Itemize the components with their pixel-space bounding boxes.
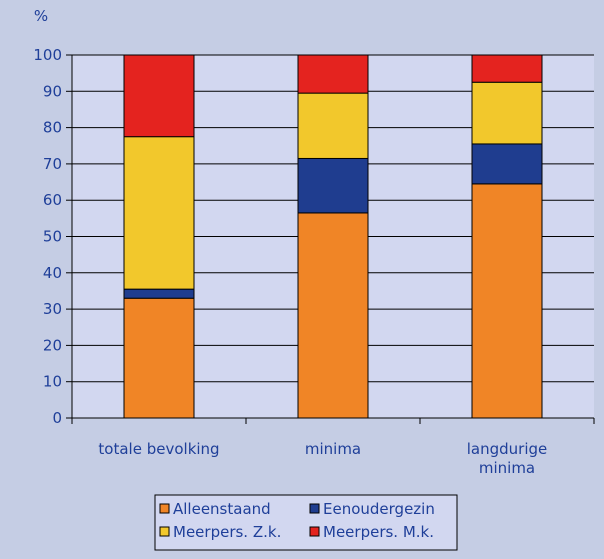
y-tick-label: 80 bbox=[43, 119, 62, 137]
bar-segment bbox=[123, 297, 195, 419]
bar-segment bbox=[297, 157, 369, 214]
y-axis-unit-label: % bbox=[34, 7, 48, 25]
x-tick-label: totale bevolking bbox=[98, 440, 219, 458]
y-tick-label: 60 bbox=[43, 191, 62, 209]
legend-swatch bbox=[159, 503, 170, 514]
legend-label: Alleenstaand bbox=[173, 500, 271, 518]
bar-segment bbox=[471, 183, 543, 419]
bar-segment bbox=[297, 92, 369, 159]
y-tick-label: 90 bbox=[43, 82, 62, 100]
y-tick-label: 20 bbox=[43, 336, 62, 354]
y-tick-label: 100 bbox=[33, 46, 62, 64]
axes: 0 10 20 30 40 50 60 70 80 90 100 totale bevolking mi… bbox=[33, 46, 595, 477]
bars bbox=[123, 54, 543, 419]
y-tick-label: 0 bbox=[52, 409, 62, 427]
legend-label: Meerpers. M.k. bbox=[323, 523, 434, 541]
legend: Alleenstaand Eenoudergezin Meerpers. Z.k. M… bbox=[154, 494, 458, 551]
x-tick-label: langdurige bbox=[467, 440, 548, 458]
bar-segment bbox=[297, 54, 369, 94]
y-tick-label: 50 bbox=[43, 228, 62, 246]
bar-segment bbox=[123, 136, 195, 290]
legend-label: Meerpers. Z.k. bbox=[173, 523, 281, 541]
bar-segment bbox=[471, 143, 543, 185]
y-tick-label: 10 bbox=[43, 373, 62, 391]
legend-box bbox=[154, 494, 458, 551]
legend-swatch bbox=[159, 526, 170, 537]
y-tick-label: 70 bbox=[43, 155, 62, 173]
bar-segment bbox=[123, 54, 195, 138]
bar-segment bbox=[471, 81, 543, 145]
bar-segment bbox=[123, 288, 195, 299]
legend-swatch bbox=[309, 526, 320, 537]
bar-segment bbox=[297, 212, 369, 419]
x-tick-label: minima bbox=[305, 440, 361, 458]
y-tick-label: 40 bbox=[43, 264, 62, 282]
y-tick-label: 30 bbox=[43, 300, 62, 318]
legend-swatch bbox=[309, 503, 320, 514]
x-tick-label: minima bbox=[479, 459, 535, 477]
bar-segment bbox=[471, 54, 543, 83]
legend-label: Eenoudergezin bbox=[323, 500, 435, 518]
